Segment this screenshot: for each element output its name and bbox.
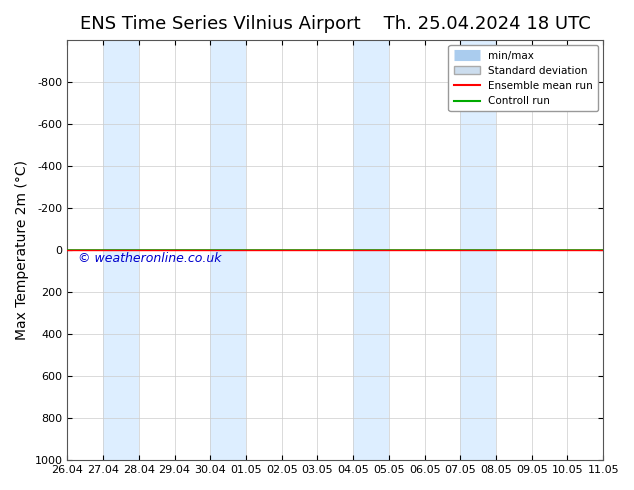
Y-axis label: Max Temperature 2m (°C): Max Temperature 2m (°C) (15, 160, 29, 340)
Bar (460, 40, 496, 460)
Bar (353, 40, 389, 460)
Text: © weatheronline.co.uk: © weatheronline.co.uk (78, 252, 222, 265)
Bar (103, 40, 139, 460)
Title: ENS Time Series Vilnius Airport    Th. 25.04.2024 18 UTC: ENS Time Series Vilnius Airport Th. 25.0… (80, 15, 591, 33)
Bar (210, 40, 246, 460)
Legend: min/max, Standard deviation, Ensemble mean run, Controll run: min/max, Standard deviation, Ensemble me… (448, 45, 598, 111)
